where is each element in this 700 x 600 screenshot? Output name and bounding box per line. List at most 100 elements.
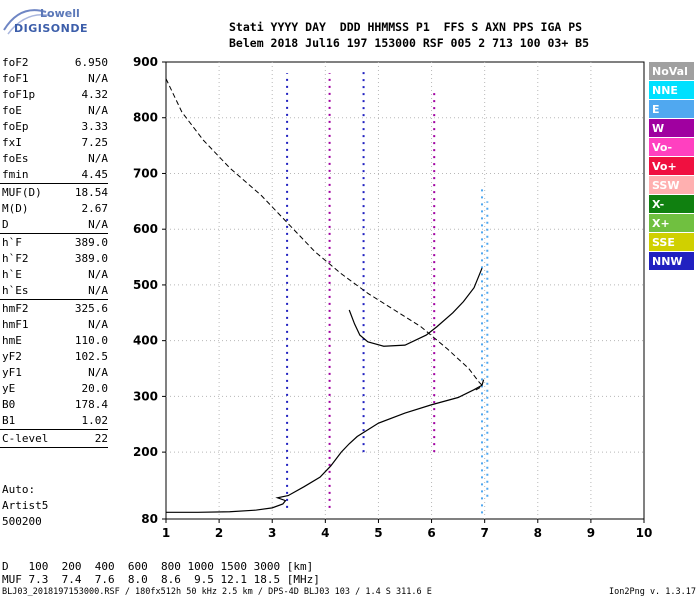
- legend-entry: Vo+: [649, 157, 694, 176]
- param-value: N/A: [88, 318, 108, 331]
- param-value: 110.0: [74, 334, 108, 347]
- y-tick-label: 900: [133, 55, 158, 69]
- virtual-height-trace: [166, 379, 485, 513]
- param-row: foF2 6.950: [0, 55, 112, 71]
- plot-frame: [165, 61, 645, 520]
- param-value: 22: [94, 432, 108, 445]
- y-tick-label: 80: [141, 512, 158, 526]
- param-row: C-level 22: [0, 431, 112, 447]
- param-row: foF1p 4.32: [0, 87, 112, 103]
- param-label: fxI: [2, 136, 22, 149]
- param-value: N/A: [88, 152, 108, 165]
- param-value: N/A: [88, 72, 108, 85]
- x-tick-label: 4: [321, 526, 329, 540]
- parameter-table: foF2 6.950 foF1 N/A foF1p 4.32 foE N/A foEp 3.33 f…: [0, 55, 112, 449]
- y-tick-label: 300: [133, 389, 158, 403]
- legend-entry: SSE: [649, 233, 694, 252]
- legend-entry: X-: [649, 195, 694, 214]
- param-value: 4.45: [81, 168, 109, 181]
- param-value: 2.67: [81, 202, 109, 215]
- param-value: 4.32: [81, 88, 109, 101]
- param-value: 3.33: [81, 120, 109, 133]
- o-mode-trace: [348, 267, 483, 347]
- param-label: foEs: [2, 152, 29, 165]
- param-label: h`E: [2, 268, 22, 281]
- legend-entry: W: [649, 119, 694, 138]
- param-row: fxI 7.25: [0, 135, 112, 151]
- param-label: yF2: [2, 350, 22, 363]
- param-label: yF1: [2, 366, 22, 379]
- param-row: MUF(D) 18.54: [0, 185, 112, 201]
- param-label: hmF1: [2, 318, 29, 331]
- param-value: N/A: [88, 366, 108, 379]
- param-value: 6.950: [74, 56, 108, 69]
- header-labels: Stati YYYY DAY DDD HHMMSS P1 FFS S AXN P…: [229, 20, 583, 34]
- logo-swoosh-icon: [3, 9, 53, 35]
- legend-entry: Vo-: [649, 138, 694, 157]
- param-label: yE: [2, 382, 16, 395]
- y-tick-label: 200: [133, 445, 158, 459]
- y-tick-label: 500: [133, 278, 158, 292]
- param-separator: [0, 429, 108, 430]
- param-row: hmE 110.0: [0, 333, 112, 349]
- y-tick-label: 700: [133, 166, 158, 180]
- param-label: fmin: [2, 168, 29, 181]
- param-value: 18.54: [74, 186, 108, 199]
- param-row: yE 20.0: [0, 381, 112, 397]
- param-row: fmin 4.45: [0, 167, 112, 183]
- x-tick-label: 10: [636, 526, 653, 540]
- param-label: hmE: [2, 334, 22, 347]
- x-tick-label: 7: [480, 526, 488, 540]
- param-label: h`F: [2, 236, 22, 249]
- d-row-values: 100 200 400 600 800 1000 1500 3000 [km]: [28, 560, 314, 573]
- legend-entry: NNW: [649, 252, 694, 271]
- legend-entry: NNE: [649, 81, 694, 100]
- param-label: C-level: [2, 432, 49, 445]
- param-value: 389.0: [74, 252, 108, 265]
- auto-label: Auto:: [2, 483, 36, 496]
- version-code: 500200: [2, 515, 42, 528]
- param-value: 389.0: [74, 236, 108, 249]
- param-value: 102.5: [74, 350, 108, 363]
- param-row: foE N/A: [0, 103, 112, 119]
- param-row: D N/A: [0, 217, 112, 233]
- logo-lowell-text: Lowell: [40, 7, 80, 20]
- param-value: 1.02: [81, 414, 109, 427]
- param-row: h`E N/A: [0, 267, 112, 283]
- param-value: 7.25: [81, 136, 109, 149]
- param-label: h`Es: [2, 284, 29, 297]
- param-row: M(D) 2.67: [0, 201, 112, 217]
- legend-entry: SSW: [649, 176, 694, 195]
- param-label: foE: [2, 104, 22, 117]
- polarization-legend: NoVal NNE E W Vo- Vo+ SSW X- X+ SSE NNW: [649, 62, 694, 271]
- file-info-footer: BLJ03_2018197153000.RSF / 180fx512h 50 k…: [2, 587, 432, 597]
- param-label: foF1: [2, 72, 29, 85]
- param-value: N/A: [88, 104, 108, 117]
- header-values: Belem 2018 Jul16 197 153000 RSF 005 2 71…: [229, 36, 590, 50]
- param-value: N/A: [88, 218, 108, 231]
- digisonde-logo: Lowell DIGISONDE: [0, 0, 90, 48]
- param-row: hmF1 N/A: [0, 317, 112, 333]
- artist-label: Artist5: [2, 499, 49, 512]
- logo-digisonde-text: DIGISONDE: [14, 22, 88, 35]
- param-value: 178.4: [74, 398, 108, 411]
- param-value: 325.6: [74, 302, 108, 315]
- y-tick-label: 600: [133, 222, 158, 236]
- param-label: M(D): [2, 202, 29, 215]
- param-separator: [0, 299, 108, 300]
- param-value: N/A: [88, 284, 108, 297]
- muf-distance-table: D 100 200 400 600 800 1000 1500 3000 [km…: [2, 560, 320, 586]
- param-label: foF2: [2, 56, 29, 69]
- legend-entry: X+: [649, 214, 694, 233]
- param-row: yF1 N/A: [0, 365, 112, 381]
- x-tick-label: 6: [427, 526, 435, 540]
- muf-row-label: MUF: [2, 573, 22, 586]
- param-row: B0 178.4: [0, 397, 112, 413]
- x-tick-label: 8: [534, 526, 542, 540]
- param-label: B0: [2, 398, 16, 411]
- param-row: foEs N/A: [0, 151, 112, 167]
- param-separator: [0, 233, 108, 234]
- param-row: h`Es N/A: [0, 283, 112, 299]
- param-label: foEp: [2, 120, 29, 133]
